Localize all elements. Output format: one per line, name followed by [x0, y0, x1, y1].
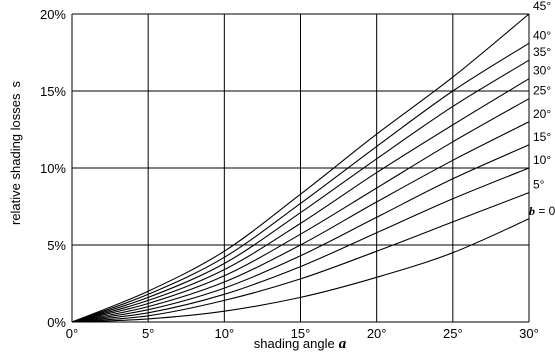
grid: [71, 13, 530, 323]
series-label-symbol: b: [529, 204, 535, 218]
y-tick-label: 15%: [40, 84, 66, 99]
series-line-3: [71, 144, 530, 323]
series-label-3: 15°: [533, 130, 551, 144]
series-line-5: [71, 98, 530, 323]
x-axis-title: shading angle a: [254, 336, 347, 352]
series-line-1: [71, 192, 530, 323]
x-tick-label: 25°: [443, 326, 463, 341]
y-axis-symbol: s: [8, 80, 23, 87]
y-axis-title: relative shading losses s: [8, 80, 23, 225]
series-line-6: [71, 78, 530, 323]
x-tick-label: 10°: [214, 326, 234, 341]
series-label-1: 5°: [533, 178, 545, 192]
x-tick-label: 20°: [367, 326, 387, 341]
y-axis-title-text: relative shading losses: [8, 93, 23, 225]
series-label-2: 10°: [533, 153, 551, 167]
series-line-8: [71, 42, 530, 323]
curves: [71, 13, 530, 323]
series-label-5: 25°: [533, 84, 551, 98]
x-tick-label: 15°: [291, 326, 311, 341]
series-label-value: = 0°: [535, 204, 555, 218]
series-line-9: [71, 13, 530, 323]
y-tick-label: 5%: [47, 238, 66, 253]
series-line-0: [71, 218, 530, 323]
x-axis-title-text: shading angle: [254, 336, 335, 351]
tick-labels: 0° 5° 10° 15° 20° 25° 30° 0% 5% 10% 15% 20%: [40, 7, 539, 341]
x-tick-label: 5°: [142, 326, 154, 341]
y-tick-label: 20%: [40, 7, 66, 22]
series-line-2: [71, 167, 530, 323]
series-label-9: 45°: [533, 0, 551, 13]
y-tick-label: 10%: [40, 161, 66, 176]
x-tick-label: 30°: [519, 326, 539, 341]
series-line-7: [71, 59, 530, 323]
series-label-4: 20°: [533, 107, 551, 121]
x-axis-symbol: a: [339, 336, 347, 352]
series-label-0: b = 0°: [529, 204, 555, 218]
curve-labels: b = 0° 5° 10° 15° 20° 25° 30° 35° 40° 45°: [529, 0, 555, 218]
series-label-6: 30°: [533, 64, 551, 78]
x-tick-label: 0°: [66, 326, 78, 341]
series-label-8: 40°: [533, 28, 551, 42]
series-line-4: [71, 121, 530, 323]
series-label-7: 35°: [533, 45, 551, 59]
y-tick-label: 0%: [47, 315, 66, 330]
